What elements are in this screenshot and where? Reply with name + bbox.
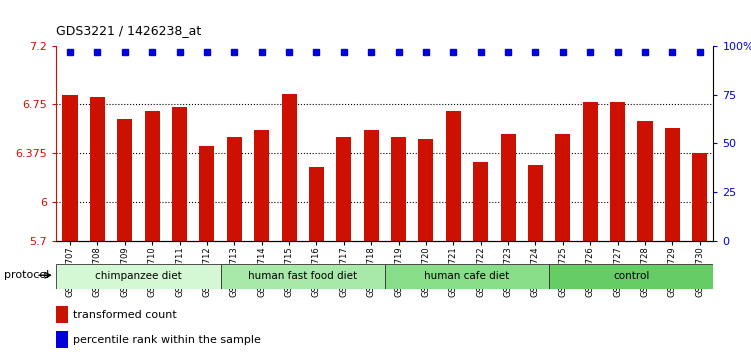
Bar [473, 161, 488, 241]
Bar [555, 134, 571, 241]
Bar [254, 130, 269, 241]
Bar [363, 130, 379, 241]
Bar [145, 111, 160, 241]
Bar [418, 139, 433, 241]
Bar [221, 264, 385, 289]
Text: transformed count: transformed count [74, 310, 177, 320]
Bar [282, 94, 297, 241]
Bar [336, 137, 351, 241]
Bar [583, 102, 598, 241]
Bar [692, 153, 707, 241]
Bar [56, 264, 221, 289]
Text: percentile rank within the sample: percentile rank within the sample [74, 335, 261, 344]
Bar [665, 128, 680, 241]
Bar [117, 119, 132, 241]
Bar [549, 264, 713, 289]
Bar [62, 95, 77, 241]
Bar [90, 97, 105, 241]
Text: GDS3221 / 1426238_at: GDS3221 / 1426238_at [56, 24, 201, 37]
Bar [446, 111, 461, 241]
Bar [199, 146, 215, 241]
Bar [309, 167, 324, 241]
Bar [638, 121, 653, 241]
Bar [501, 134, 516, 241]
Text: human fast food diet: human fast food diet [248, 271, 357, 281]
Text: human cafe diet: human cafe diet [424, 271, 510, 281]
Bar [610, 102, 625, 241]
Bar [528, 165, 543, 241]
Bar [227, 137, 242, 241]
Bar [385, 264, 549, 289]
Bar [172, 107, 187, 241]
Text: protocol: protocol [4, 270, 49, 280]
Text: chimpanzee diet: chimpanzee diet [95, 271, 182, 281]
Bar [56, 331, 68, 348]
Text: control: control [613, 271, 650, 281]
Bar [56, 306, 68, 323]
Bar [391, 137, 406, 241]
